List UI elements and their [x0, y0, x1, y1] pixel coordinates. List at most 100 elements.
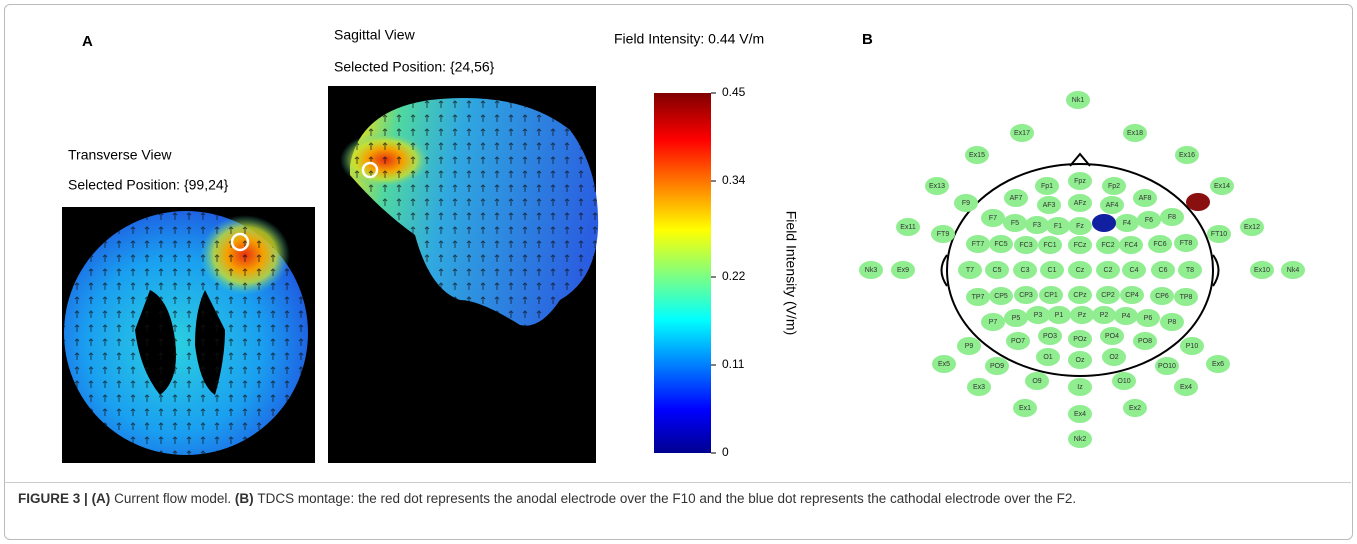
electrode-label: AF3 [1043, 202, 1056, 209]
electrode-label: F7 [989, 215, 997, 222]
electrode [1004, 309, 1028, 327]
cathode [1092, 214, 1116, 232]
electrodes: Nk1 Ex17 Ex18 Ex15 Ex16 Ex13 Fp1 Fpz Fp2 Ex14 F9 AF… [859, 91, 1305, 448]
electrode-label: O9 [1032, 378, 1041, 385]
electrode [1122, 261, 1146, 279]
electrode-label: Ex11 [900, 224, 916, 231]
electrode [1119, 236, 1143, 254]
electrode [1137, 211, 1161, 229]
electrode [1066, 91, 1090, 109]
colorbar-tick-label: 0.11 [722, 357, 745, 371]
electrode [1100, 196, 1124, 214]
electrode [1068, 261, 1092, 279]
electrode-label: Ex18 [1127, 130, 1143, 137]
electrode [1035, 177, 1059, 195]
caption-part: TDCS montage: the red dot represents the… [257, 491, 1077, 506]
electrode-label: CPz [1073, 292, 1087, 299]
electrode-label: Ex5 [938, 361, 950, 368]
electrode [1114, 307, 1138, 325]
electrode [981, 313, 1005, 331]
ears [940, 254, 1220, 287]
electrode-label: PO7 [1011, 338, 1025, 345]
electrode-label: CP3 [1019, 292, 1033, 299]
electrode-label: FT10 [1211, 231, 1227, 238]
figure: A Transverse View Selected Position: {99… [62, 27, 1305, 463]
electrode-label: T8 [1186, 267, 1194, 274]
electrode [1068, 172, 1092, 190]
electrode [1096, 286, 1120, 304]
electrode-label: F9 [962, 200, 970, 207]
electrode-label: F3 [1033, 222, 1041, 229]
electrode-label: Iz [1077, 384, 1083, 391]
electrode [1014, 286, 1038, 304]
anode [1186, 193, 1210, 211]
electrode-label: Fp1 [1041, 183, 1053, 190]
electrode-label: Cz [1076, 267, 1085, 274]
electrode-label: Ex6 [1212, 361, 1224, 368]
electrode [1070, 306, 1094, 324]
electrode [1010, 124, 1034, 142]
electrode [1174, 378, 1198, 396]
electrode-label: P4 [1122, 313, 1131, 320]
electrode-label: CP6 [1155, 293, 1169, 300]
caption-part: Current flow model. [114, 491, 232, 506]
electrode-label: POz [1073, 336, 1087, 343]
electrode-label: P7 [989, 319, 998, 326]
electrode [958, 261, 982, 279]
electrode-label: TP7 [972, 294, 985, 301]
caption-part: (B) [234, 491, 254, 506]
electrode [1038, 327, 1062, 345]
electrode [1150, 287, 1174, 305]
electrode [1092, 306, 1116, 324]
electrode [1210, 177, 1234, 195]
electrode-label: C6 [1159, 267, 1168, 274]
electrode [954, 194, 978, 212]
electrode [989, 287, 1013, 305]
electrode-label: F5 [1011, 220, 1019, 227]
electrode-label: AF8 [1139, 195, 1152, 202]
electrode [1013, 399, 1037, 417]
electrode-label: O1 [1043, 354, 1052, 361]
electrode [957, 337, 981, 355]
electrode-label: C2 [1104, 267, 1113, 274]
electrode-label: CP4 [1125, 292, 1139, 299]
electrode-label: Ex1 [1019, 405, 1031, 412]
electrode [1100, 327, 1124, 345]
electrode-label: P6 [1144, 315, 1153, 322]
electrode [1133, 332, 1157, 350]
electrode-label: Fz [1076, 223, 1084, 230]
caption: FIGURE 3 | (A) Current flow model. (B) TDCS … [18, 488, 1338, 510]
electrode [965, 146, 989, 164]
electrode-label: F1 [1054, 223, 1062, 230]
electrode [1133, 189, 1157, 207]
electrode [1025, 372, 1049, 390]
electrode-label: Ex9 [897, 267, 909, 274]
electrode-label: Ex10 [1254, 267, 1270, 274]
electrode [1004, 189, 1028, 207]
electrode-label: PO8 [1138, 338, 1152, 345]
electrode-label: FC4 [1124, 242, 1137, 249]
electrode [1178, 261, 1202, 279]
electrode-label: FT9 [937, 231, 950, 238]
electrode [1160, 313, 1184, 331]
figure-frame [4, 4, 1353, 540]
electrode [1014, 236, 1038, 254]
electrode-label: F8 [1168, 214, 1176, 221]
electrode [1123, 399, 1147, 417]
electrode [1025, 216, 1049, 234]
electrode-label: FC5 [994, 241, 1007, 248]
electrode [1174, 288, 1198, 306]
electrode-label: PO10 [1158, 363, 1176, 370]
electrode-label: C1 [1048, 267, 1057, 274]
electrode [932, 355, 956, 373]
electrode [1180, 337, 1204, 355]
electrode-label: AF7 [1010, 195, 1023, 202]
electrode [1046, 217, 1070, 235]
electrode-label: Nk3 [865, 267, 878, 274]
electrode-label: Ex2 [1129, 405, 1141, 412]
head [946, 163, 1214, 377]
field-arrows [64, 211, 308, 455]
electrode-label: C3 [1021, 267, 1030, 274]
panel-label: B [862, 31, 873, 48]
view-title: Transverse View [68, 147, 172, 163]
